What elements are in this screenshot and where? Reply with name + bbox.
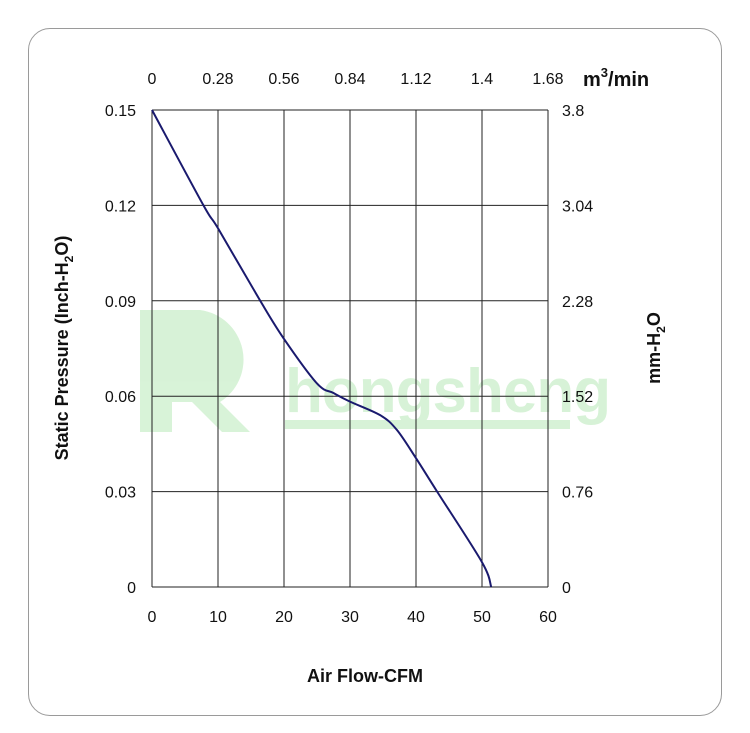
x-tick-label: 20 xyxy=(275,609,293,626)
x-axis-label: Air Flow-CFM xyxy=(307,666,423,686)
x-tick-label: 0 xyxy=(148,609,157,626)
y-axis-label: Static Pressure (Inch-H2O) xyxy=(52,236,76,461)
y2-tick-label: 2.28 xyxy=(562,294,593,311)
x-tick-label: 10 xyxy=(209,609,227,626)
hongsheng-watermark-logo: hongsheng xyxy=(140,310,611,432)
y-tick-label: 0.06 xyxy=(105,389,136,406)
y2-tick-label: 3.04 xyxy=(562,198,593,215)
x2-tick-label: 1.68 xyxy=(532,71,563,88)
x-tick-label: 60 xyxy=(539,609,557,626)
chart-frame xyxy=(28,28,722,716)
y2-tick-label: 1.52 xyxy=(562,389,593,406)
x-tick-label: 40 xyxy=(407,609,425,626)
y-tick-label: 0.12 xyxy=(105,198,136,215)
x-tick-label: 50 xyxy=(473,609,491,626)
pq-curve-line xyxy=(151,109,493,588)
x2-tick-label: 0.56 xyxy=(268,71,299,88)
y-tick-label: 0.15 xyxy=(105,103,136,120)
x2-tick-label: 1.12 xyxy=(400,71,431,88)
x2-tick-label: 0.28 xyxy=(202,71,233,88)
x2-tick-label: 0 xyxy=(148,71,157,88)
y-tick-label: 0.03 xyxy=(105,485,136,502)
y-tick-label: 0.09 xyxy=(105,294,136,311)
x2-axis-label: m3/min xyxy=(583,65,649,91)
y-tick-label: 0 xyxy=(127,580,136,597)
y2-tick-label: 0 xyxy=(562,580,571,597)
x2-tick-label: 1.4 xyxy=(471,71,493,88)
y2-tick-label: 0.76 xyxy=(562,485,593,502)
svg-text:hongsheng: hongsheng xyxy=(285,357,610,426)
y2-tick-label: 3.8 xyxy=(562,103,584,120)
x2-tick-label: 0.84 xyxy=(334,71,365,88)
y2-axis-label: mm-H2O xyxy=(644,312,668,384)
x-tick-label: 30 xyxy=(341,609,359,626)
